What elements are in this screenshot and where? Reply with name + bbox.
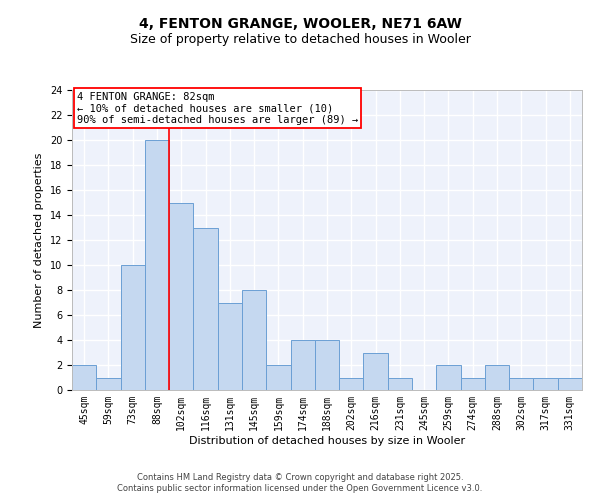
Bar <box>485 365 509 390</box>
Bar <box>266 365 290 390</box>
Bar <box>339 378 364 390</box>
Bar <box>218 302 242 390</box>
X-axis label: Distribution of detached houses by size in Wooler: Distribution of detached houses by size … <box>189 436 465 446</box>
Bar <box>96 378 121 390</box>
Bar <box>533 378 558 390</box>
Text: 4, FENTON GRANGE, WOOLER, NE71 6AW: 4, FENTON GRANGE, WOOLER, NE71 6AW <box>139 18 461 32</box>
Bar <box>461 378 485 390</box>
Bar <box>193 228 218 390</box>
Text: Contains public sector information licensed under the Open Government Licence v3: Contains public sector information licen… <box>118 484 482 493</box>
Bar <box>145 140 169 390</box>
Bar <box>169 202 193 390</box>
Bar <box>315 340 339 390</box>
Bar <box>388 378 412 390</box>
Bar <box>290 340 315 390</box>
Text: Contains HM Land Registry data © Crown copyright and database right 2025.: Contains HM Land Registry data © Crown c… <box>137 472 463 482</box>
Bar <box>121 265 145 390</box>
Text: Size of property relative to detached houses in Wooler: Size of property relative to detached ho… <box>130 32 470 46</box>
Bar <box>558 378 582 390</box>
Bar <box>436 365 461 390</box>
Y-axis label: Number of detached properties: Number of detached properties <box>34 152 44 328</box>
Bar <box>242 290 266 390</box>
Bar <box>72 365 96 390</box>
Bar <box>364 352 388 390</box>
Bar <box>509 378 533 390</box>
Text: 4 FENTON GRANGE: 82sqm
← 10% of detached houses are smaller (10)
90% of semi-det: 4 FENTON GRANGE: 82sqm ← 10% of detached… <box>77 92 358 124</box>
